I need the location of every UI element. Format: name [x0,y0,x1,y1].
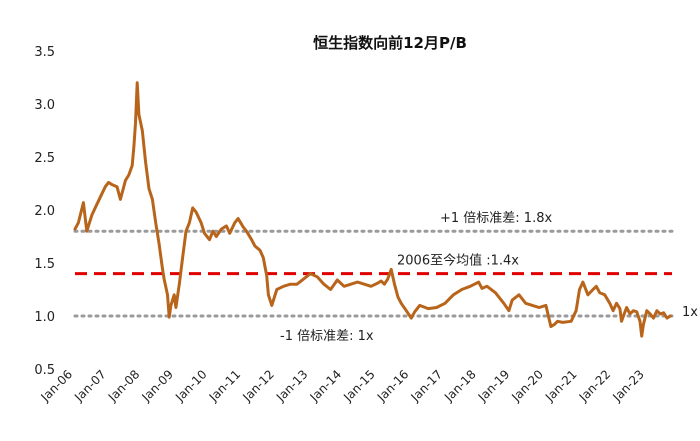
reference-line-label: -1 倍标准差: 1x [280,329,374,344]
x-tick-label: Jan-15 [340,367,378,405]
reference-line-label: 2006至今均值 :1.4x [397,253,519,269]
y-tick-label: 1.5 [34,257,55,272]
y-axis: 0.5 1.0 1.5 2.0 2.5 3.0 3.5 [34,45,55,378]
series-line [73,81,672,338]
x-tick-label: Jan-21 [542,367,580,405]
x-axis: Jan-06Jan-07Jan-08Jan-09Jan-10Jan-11Jan-… [38,367,647,405]
chart-title: 恒生指数向前12月P/B [313,34,467,52]
y-tick-label: 2.5 [34,151,55,166]
x-tick-label: Jan-08 [105,367,143,405]
x-tick-label: Jan-23 [609,367,647,405]
series-group [73,81,672,338]
x-tick-label: Jan-20 [508,367,546,405]
reference-line-label: +1 倍标准差: 1.8x [440,211,552,226]
x-tick-label: Jan-14 [307,367,345,405]
y-tick-label: 0.5 [34,363,55,378]
y-tick-label: 3.0 [34,98,55,113]
x-tick-label: Jan-22 [576,367,614,405]
x-tick-label: Jan-18 [441,367,479,405]
y-tick-label: 1.0 [34,310,55,325]
y-tick-label: 2.0 [34,204,55,219]
x-tick-label: Jan-10 [172,367,210,405]
y-tick-label: 3.5 [34,45,55,60]
end-value-label: 1x [682,305,698,320]
annotations: +1 倍标准差: 1.8x 2006至今均值 :1.4x -1 倍标准差: 1x 1x [280,211,698,344]
x-tick-label: Jan-19 [475,367,513,405]
x-tick-label: Jan-13 [273,367,311,405]
x-tick-label: Jan-11 [206,367,244,405]
x-tick-label: Jan-17 [408,367,446,405]
x-tick-label: Jan-09 [138,367,176,405]
x-tick-label: Jan-16 [374,367,412,405]
x-tick-label: Jan-12 [239,367,277,405]
x-tick-label: Jan-07 [71,367,109,405]
